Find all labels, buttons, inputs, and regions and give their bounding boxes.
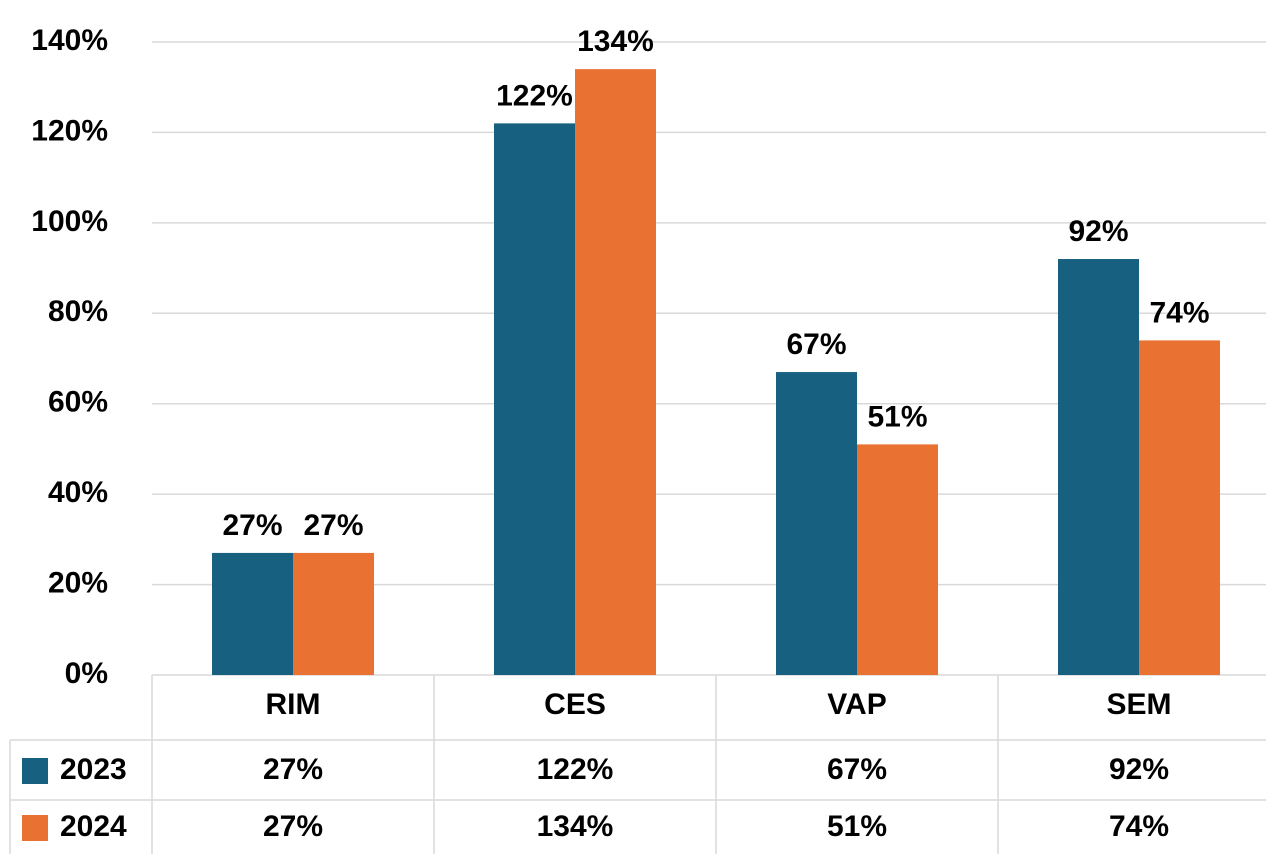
table-cell: 27% [263, 810, 323, 843]
bar [575, 69, 656, 676]
y-tick-label: 0% [65, 657, 108, 690]
table-cell: 74% [1109, 810, 1169, 843]
bar [212, 552, 293, 675]
legend-label: 2023 [60, 753, 127, 786]
y-tick-label: 20% [48, 566, 108, 599]
table-cell: 51% [827, 810, 887, 843]
legend-swatch [22, 758, 48, 784]
bar [494, 123, 575, 675]
y-tick-label: 80% [48, 295, 108, 328]
value-label: 67% [786, 328, 846, 361]
table-cell: 27% [263, 753, 323, 786]
value-label: 92% [1068, 215, 1128, 248]
table-cell: 122% [537, 753, 614, 786]
x-tick-label: RIM [266, 688, 321, 721]
y-tick-label: 40% [48, 476, 108, 509]
value-label: 27% [303, 509, 363, 542]
legend-label: 2024 [60, 810, 127, 843]
value-label: 122% [496, 79, 573, 112]
x-tick-label: CES [544, 688, 606, 721]
y-tick-label: 100% [31, 205, 108, 238]
y-tick-label: 140% [31, 24, 108, 57]
bar [857, 444, 938, 675]
y-tick-label: 120% [31, 114, 108, 147]
value-label: 134% [577, 25, 654, 58]
value-label: 51% [867, 400, 927, 433]
bar [293, 552, 374, 675]
legend-swatch [22, 815, 48, 841]
bar [1139, 340, 1220, 675]
x-tick-label: SEM [1106, 688, 1171, 721]
bar [1058, 259, 1139, 675]
table-cell: 67% [827, 753, 887, 786]
table-cell: 92% [1109, 753, 1169, 786]
table-cell: 134% [537, 810, 614, 843]
y-tick-label: 60% [48, 386, 108, 419]
bar [776, 372, 857, 675]
x-tick-label: VAP [827, 688, 886, 721]
value-label: 74% [1149, 296, 1209, 329]
value-label: 27% [222, 509, 282, 542]
